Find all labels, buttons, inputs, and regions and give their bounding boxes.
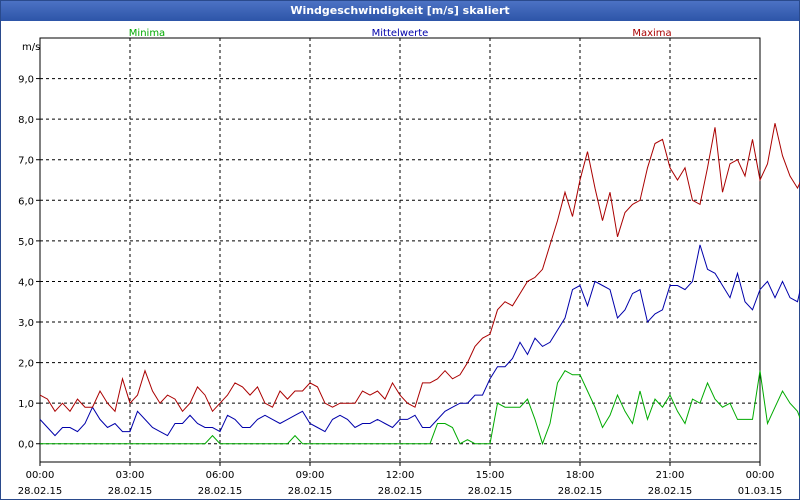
x-tick-date: 28.02.15 — [648, 486, 693, 497]
x-tick-time: 09:00 — [296, 470, 325, 481]
series-line-mittelwerte — [39, 244, 800, 437]
y-tick-label: 4,0 — [18, 277, 34, 288]
y-tick-label: 7,0 — [18, 156, 34, 167]
x-tick-date: 28.02.15 — [288, 486, 333, 497]
x-axis-ticks: 00:00 28.02.15 03:00 28.02.15 06:00 28.02.15 0… — [18, 462, 783, 497]
x-tick-date: 28.02.15 — [468, 486, 513, 497]
x-tick-date: 28.02.15 — [198, 486, 243, 497]
y-axis-label: m/s — [22, 42, 40, 53]
legend-minima: Minima — [129, 28, 165, 39]
y-tick-label: 3,0 — [18, 318, 34, 329]
y-tick-label: 6,0 — [18, 196, 34, 207]
x-tick-date: 28.02.15 — [378, 486, 423, 497]
legend-maxima: Maxima — [632, 28, 671, 39]
series-line-maxima — [39, 123, 800, 413]
x-tick-date: 01.03.15 — [738, 486, 783, 497]
y-tick-label: 9,0 — [18, 75, 34, 86]
legend-mittelwerte: Mittelwerte — [372, 28, 429, 39]
y-tick-label: 5,0 — [18, 237, 34, 248]
x-tick-time: 15:00 — [476, 470, 505, 481]
x-tick-time: 18:00 — [566, 470, 595, 481]
wind-speed-chart: 0,0 1,0 2,0 3,0 4,0 5,0 6,0 7,0 8,0 9,0 00:00 28.0… — [18, 28, 800, 497]
x-tick-time: 00:00 — [26, 470, 55, 481]
series-line-minima — [40, 370, 800, 446]
window-title: Windgeschwindigkeit [m/s] skaliert — [1, 1, 799, 21]
y-tick-label: 1,0 — [18, 399, 34, 410]
data-series — [39, 123, 800, 446]
x-tick-date: 28.02.15 — [558, 486, 603, 497]
x-tick-date: 28.02.15 — [18, 486, 63, 497]
y-tick-label: 2,0 — [18, 359, 34, 370]
x-tick-time: 06:00 — [206, 470, 235, 481]
x-tick-time: 12:00 — [386, 470, 415, 481]
y-tick-label: 8,0 — [18, 115, 34, 126]
x-tick-time: 03:00 — [116, 470, 145, 481]
x-tick-date: 28.02.15 — [108, 486, 153, 497]
y-tick-label: 0,0 — [18, 440, 34, 451]
x-tick-time: 21:00 — [656, 470, 685, 481]
x-tick-time: 00:00 — [746, 470, 775, 481]
y-axis-ticks: 0,0 1,0 2,0 3,0 4,0 5,0 6,0 7,0 8,0 9,0 — [18, 75, 40, 451]
